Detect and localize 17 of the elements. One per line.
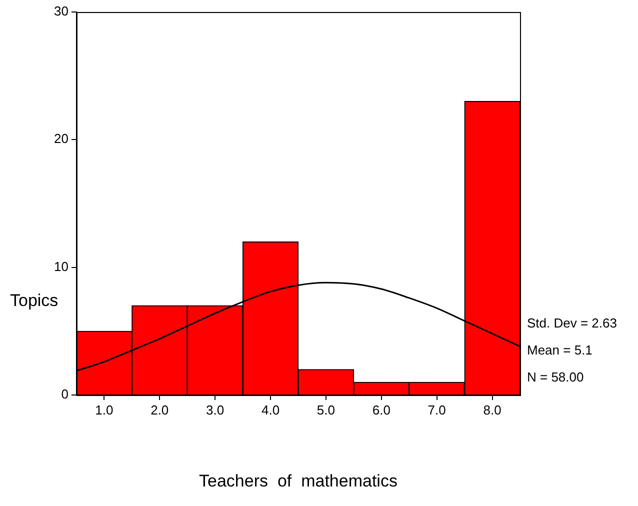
y-tick-label: 0 [61,386,68,402]
x-tick-label: 4.0 [261,402,280,418]
x-tick-label: 2.0 [150,402,169,418]
x-tick-label: 7.0 [428,402,446,418]
y-tick-label: 10 [54,258,68,274]
text: N = 58.00 [527,370,584,385]
x-axis-title: Teachers of mathematics [199,471,398,490]
text: Mean = 5.1 [527,342,592,358]
x-tick-label: 1.0 [95,402,114,418]
x-tick-label: 8.0 [483,402,502,418]
x-tick-label: 5.0 [316,402,335,418]
y-tick-label: 30 [54,4,68,19]
x-tick-label: 6.0 [372,402,390,418]
text: Std. Dev = 2.63 [527,316,617,331]
y-tick-label: 20 [54,131,68,146]
x-tick-label: 3.0 [206,402,224,418]
y-axis-title: Topics [10,290,58,310]
